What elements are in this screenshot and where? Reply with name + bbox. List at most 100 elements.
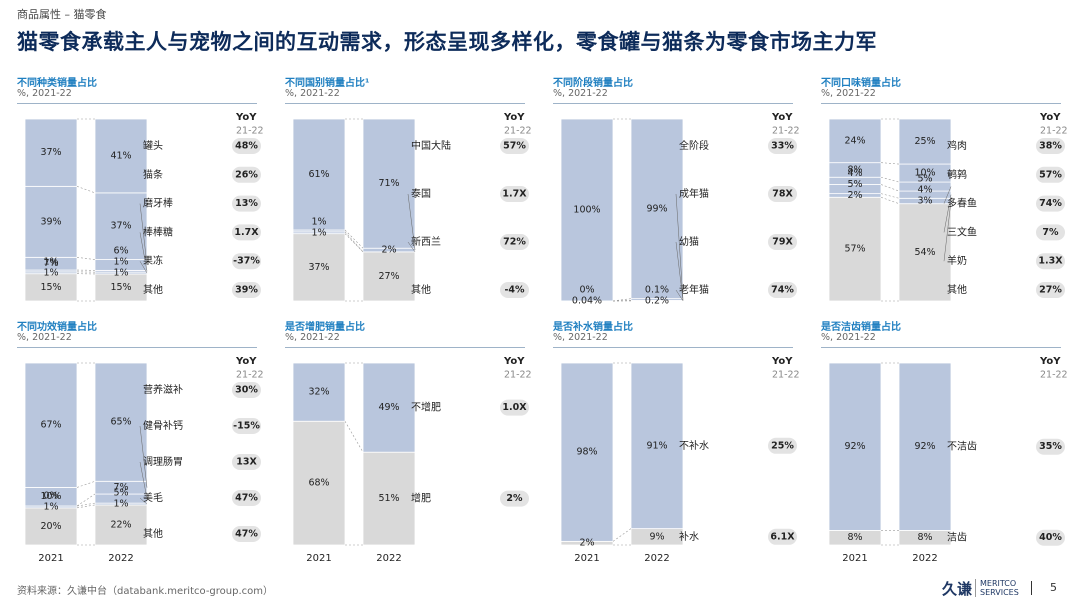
- yoy-value: -15%: [233, 421, 260, 432]
- yoy-value: 74%: [1039, 198, 1062, 209]
- yoy-value: -37%: [233, 256, 260, 267]
- yoy-header: YoY: [503, 112, 525, 123]
- title-rule: [553, 347, 793, 348]
- bar-segment: [898, 362, 952, 531]
- leader-line: [407, 241, 416, 253]
- yoy-pill: [768, 138, 797, 154]
- bar-segment: [292, 233, 346, 302]
- yoy-pill: [232, 166, 261, 183]
- yoy-value: 38%: [1039, 141, 1062, 152]
- stacked-bar-chart: YoY 21-22 2021 2022 68% 32% 51% 49% 增肥 2% 不增肥 1.0X: [292, 356, 532, 564]
- chart-panel: 不同功效销量占比%, 2021-22 YoY 21-22 2021 2022 20% 1% 0…: [17, 318, 264, 576]
- bar-segment: [898, 203, 952, 302]
- data-label: 0%: [43, 490, 58, 501]
- data-label: 1%: [311, 216, 326, 227]
- data-label: 54%: [914, 247, 935, 258]
- yoy-pill: [1036, 195, 1065, 212]
- x-tick-label: 2021: [38, 553, 63, 564]
- yoy-pill: [500, 490, 529, 507]
- data-label: 99%: [646, 203, 667, 214]
- data-label: 8%: [917, 532, 932, 543]
- series-label: 磨牙棒: [143, 197, 173, 210]
- bar-segment: [828, 118, 882, 164]
- yoy-value: 1.7X: [502, 189, 527, 200]
- data-label: 1%: [311, 227, 326, 238]
- yoy-value: 30%: [235, 385, 258, 396]
- series-label: 补水: [679, 530, 699, 543]
- bar-segment: [24, 273, 78, 302]
- connector-line: [344, 229, 364, 249]
- yoy-value: 72%: [503, 237, 526, 248]
- stacked-bar-chart: YoY 21-22 2021 2022 2% 98% 9% 91% 补水 6.1X 不补水 25%: [560, 356, 800, 564]
- series-label: 猫条: [143, 168, 163, 181]
- series-label: 果冻: [143, 254, 163, 267]
- data-label: 2%: [847, 190, 862, 201]
- series-label: 不增肥: [411, 401, 441, 414]
- data-label: 71%: [378, 178, 399, 189]
- series-label: 鹌鹑: [947, 168, 967, 181]
- data-label: 37%: [110, 221, 131, 232]
- data-label: 51%: [378, 493, 399, 504]
- x-tick-label: 2022: [912, 553, 937, 564]
- yoy-header: YoY: [503, 356, 525, 367]
- series-label: 其他: [143, 527, 163, 540]
- title-rule: [285, 103, 525, 104]
- data-label: 98%: [576, 447, 597, 458]
- chart-panel: 不同阶段销量占比%, 2021-22 YoY 21-22 0.04% 0% 100% 0.2…: [553, 74, 800, 332]
- data-label: 5%: [847, 179, 862, 190]
- bar-segment: [362, 451, 416, 546]
- leader-line: [139, 425, 148, 488]
- data-label: 5%: [917, 173, 932, 184]
- series-label: 增肥: [411, 492, 431, 505]
- bar-segment: [94, 362, 148, 482]
- chart-subtitle: %, 2021-22: [285, 88, 340, 99]
- data-label: 15%: [110, 282, 131, 293]
- yoy-pill: [1036, 166, 1065, 183]
- series-label: 健骨补钙: [143, 419, 183, 432]
- yoy-value: 48%: [235, 141, 258, 152]
- series-label: 幼猫: [679, 235, 699, 248]
- x-tick-label: 2021: [574, 553, 599, 564]
- data-label: 10%: [914, 168, 935, 179]
- logo-english: MERITCO SERVICES: [975, 579, 1019, 597]
- yoy-value: 1.0X: [502, 402, 527, 413]
- chart-title: 不同种类销量占比: [17, 78, 97, 89]
- chart-title: 是否补水销量占比: [553, 322, 633, 333]
- series-label: 新西兰: [411, 235, 441, 248]
- leader-line: [139, 461, 148, 499]
- yoy-pill: [232, 418, 261, 434]
- bar-segment: [560, 118, 614, 302]
- connector-line: [880, 162, 900, 165]
- series-label: 羊奶: [947, 254, 967, 267]
- yoy-value: 7%: [1042, 227, 1059, 238]
- data-label: 68%: [308, 478, 329, 489]
- yoy-period: 21-22: [772, 370, 800, 381]
- yoy-header: YoY: [235, 112, 257, 123]
- data-label: 5%: [113, 488, 128, 499]
- logo-chinese: 久谦: [942, 580, 973, 598]
- data-label: 1%: [43, 256, 58, 267]
- yoy-pill: [232, 490, 261, 506]
- bar-segment: [94, 504, 148, 546]
- series-label: 调理肠胃: [143, 456, 183, 468]
- data-label: 0.2%: [645, 295, 669, 306]
- yoy-pill: [768, 234, 797, 250]
- series-label: 成年猫: [679, 187, 709, 200]
- data-label: 65%: [110, 417, 131, 428]
- data-label: 8%: [847, 532, 862, 543]
- yoy-pill: [1036, 138, 1065, 154]
- data-label: 9%: [649, 531, 664, 542]
- data-label: 57%: [844, 244, 865, 255]
- yoy-pill: [500, 282, 529, 298]
- yoy-value: 6.1X: [770, 531, 795, 542]
- yoy-pill: [768, 282, 797, 298]
- data-label: 1%: [113, 268, 128, 279]
- bar-segment: [560, 362, 614, 542]
- yoy-value: 47%: [235, 529, 258, 540]
- data-label: 2%: [579, 538, 594, 549]
- yoy-pill: [500, 186, 529, 202]
- footer-divider: [1031, 581, 1032, 595]
- series-label: 洁齿: [947, 531, 967, 544]
- data-label: 4%: [847, 168, 862, 179]
- series-label: 其他: [411, 283, 431, 296]
